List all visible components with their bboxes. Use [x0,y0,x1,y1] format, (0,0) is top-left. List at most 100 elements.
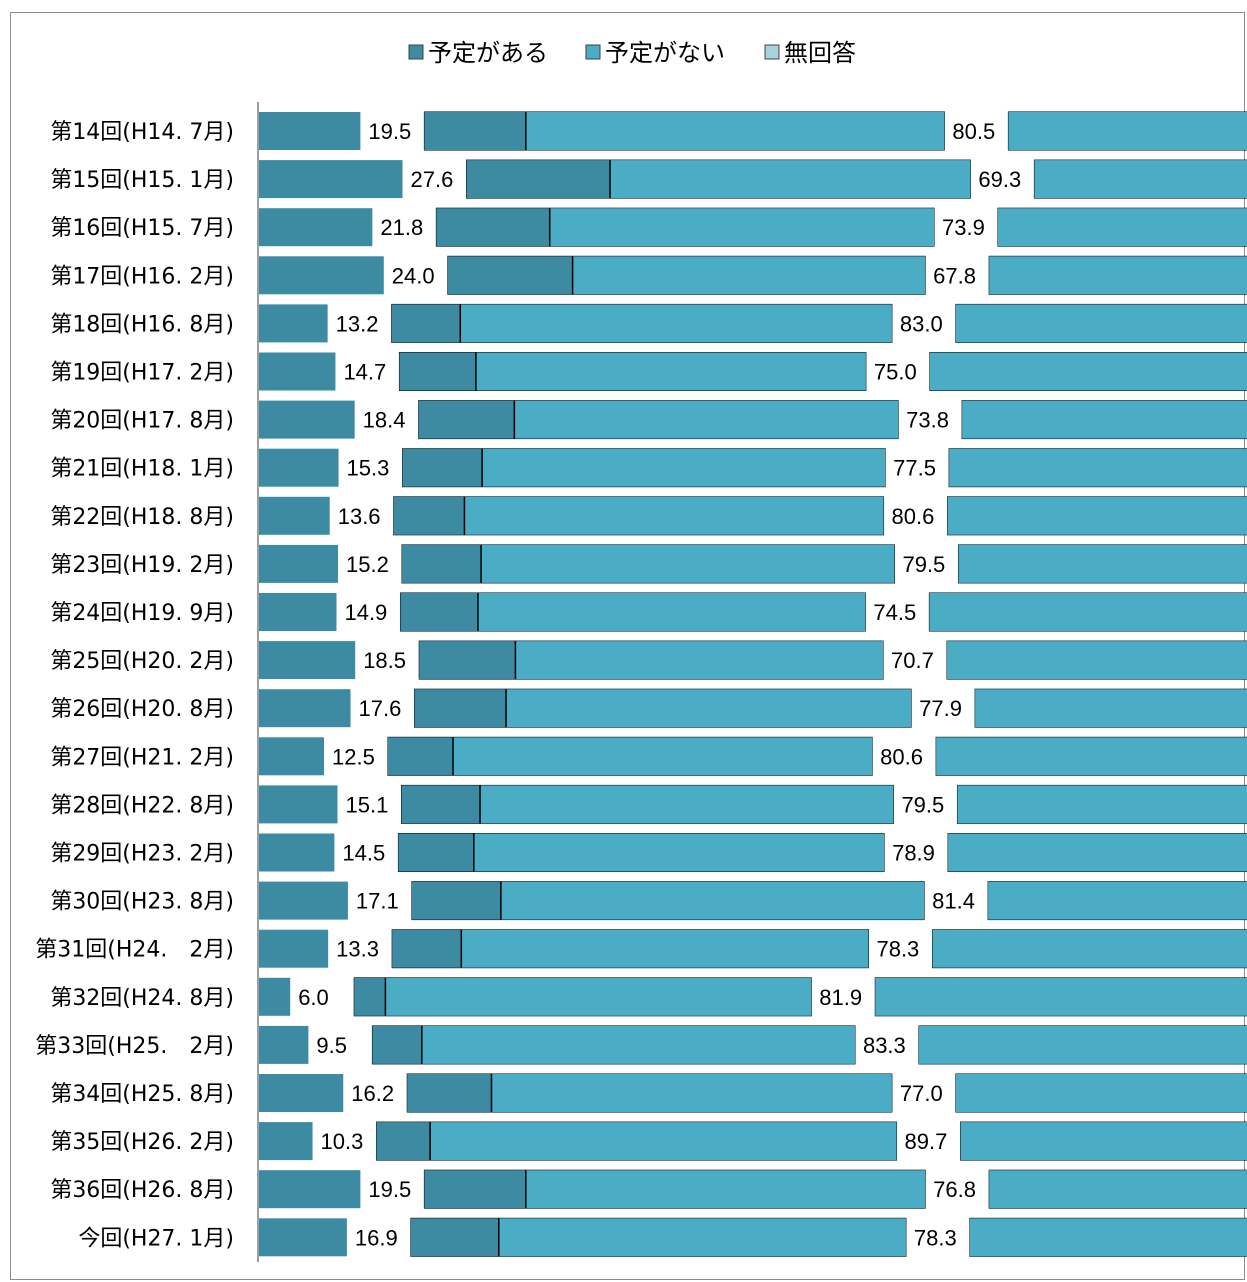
category-label: 第15回(H15. 1月) [50,168,234,193]
bar-row: 14.974.510.6 [259,592,1247,632]
category-label: 第21回(H18. 1月) [50,457,234,482]
category-label: 今回(H27. 1月) [78,1226,234,1251]
bar-segment-yotei-nai [480,785,894,824]
bar-segment-yotei-nai-stacked [918,1025,1247,1064]
value-label-yotei-aru: 13.3 [336,937,379,962]
bar-segment-yotei-nai-stacked [948,833,1247,872]
bar-row: 9.583.37.1 [259,1025,1247,1065]
bar-segment-yotei-nai [482,448,886,487]
legend-item-3: 無回答 [764,39,856,67]
bar-segment-yotei-aru [259,1218,347,1257]
bar-row: 18.570.710.9 [259,640,1247,680]
category-label: 第24回(H19. 9月) [50,601,234,626]
bar-segment-yotei-aru [259,1025,309,1064]
category-label: 第14回(H14. 7月) [50,120,234,145]
bar-segment-yotei-nai-stacked [960,1122,1247,1161]
value-label-yotei-nai: 74.5 [873,600,916,625]
bar-segment-yotei-nai-stacked [932,929,1247,968]
bar-segment-yotei-aru-stacked [399,352,476,391]
bar-segment-yotei-aru-stacked [398,833,474,872]
value-label-yotei-nai: 67.8 [933,263,976,288]
value-label-yotei-nai: 73.8 [906,408,949,433]
bar-segment-yotei-aru [259,1122,313,1161]
value-label-yotei-aru: 18.4 [363,408,406,433]
bar-segment-yotei-aru-stacked [388,737,453,776]
bar-segment-yotei-nai [430,1122,897,1161]
value-label-yotei-nai: 89.7 [905,1129,948,1154]
bar-row: 13.283.03.8 [259,303,1247,343]
bar-segment-yotei-nai [514,400,899,439]
bar-segment-yotei-aru-stacked [392,929,462,968]
bar-segment-yotei-aru-stacked [424,112,526,150]
value-label-yotei-nai: 78.9 [892,841,935,866]
bar-segment-yotei-nai [475,352,866,391]
bar-segment-yotei-nai-stacked [955,304,1247,343]
bar-row: 27.669.33.1 [259,159,1247,199]
bar-segment-yotei-nai [610,160,971,199]
value-label-yotei-aru: 15.3 [347,456,390,481]
bar-segment-yotei-nai [385,977,812,1016]
value-label-yotei-aru: 19.5 [368,1177,411,1202]
value-label-yotei-nai: 75.0 [874,360,917,385]
bar-row: 16.277.06.8 [259,1073,1247,1113]
bar-segment-yotei-aru [259,977,291,1016]
bar-segment-yotei-aru-stacked [419,641,516,680]
bar-segment-yotei-nai [473,833,885,872]
value-label-yotei-aru: 15.1 [346,792,389,817]
bar-segment-yotei-nai [525,112,945,150]
bar-segment-yotei-nai-stacked [962,400,1247,439]
value-label-yotei-nai: 76.8 [933,1177,976,1202]
bar-segment-yotei-nai [464,496,884,535]
value-label-yotei-nai: 81.4 [932,889,975,914]
value-label-yotei-aru: 17.6 [359,696,402,721]
category-label: 第31回(H24. 2月) [35,938,234,963]
bar-segment-yotei-aru-stacked [466,160,611,199]
bar-segment-yotei-aru [259,256,384,295]
bar-row: 15.279.55.4 [259,544,1247,584]
bar-segment-yotei-nai-stacked [975,689,1247,728]
value-label-yotei-aru: 27.6 [411,167,454,192]
bar-segment-yotei-nai-stacked [875,977,1247,1016]
bar-segment-yotei-aru-stacked [447,256,573,295]
legend-label-3: 無回答 [784,39,856,67]
bar-segment-yotei-nai-stacked [949,448,1247,487]
bar-segment-yotei-aru-stacked [424,1170,526,1209]
bar-segment-yotei-aru [259,689,351,728]
bar-segment-yotei-aru [259,112,361,150]
bar-row: 6.081.912.0 [259,977,1247,1017]
value-label-yotei-aru: 21.8 [380,215,423,240]
bar-segment-yotei-aru-stacked [401,785,481,824]
bar-segment-yotei-aru [259,496,330,535]
value-label-yotei-nai: 77.0 [900,1081,943,1106]
category-label: 第20回(H17. 8月) [50,409,234,434]
legend-swatch-3 [764,44,780,60]
bar-segment-yotei-nai-stacked [989,1170,1247,1209]
legend-item-2: 予定がない [585,39,725,67]
category-label: 第16回(H15. 7月) [50,216,234,241]
value-label-yotei-aru: 18.5 [363,648,406,673]
value-label-yotei-aru: 14.5 [342,841,385,866]
bar-segment-yotei-aru-stacked [407,1074,492,1112]
category-label: 第36回(H26. 8月) [50,1178,234,1203]
bar-segment-yotei-aru [259,593,337,631]
bar-row: 13.680.65.8 [259,496,1247,536]
value-label-yotei-nai: 78.3 [876,937,919,962]
value-label-yotei-aru: 10.3 [321,1129,364,1154]
bar-row: 17.181.41.4 [259,881,1247,921]
category-label: 第18回(H16. 8月) [50,312,234,337]
bar-segment-yotei-nai [572,256,926,295]
legend-label-2: 予定がない [605,39,725,67]
bar-segment-yotei-nai [515,641,884,680]
bar-segment-yotei-nai [506,689,912,728]
bar-segment-yotei-nai-stacked [929,352,1247,391]
bar-segment-yotei-nai [500,881,925,920]
value-label-yotei-aru: 12.5 [332,744,375,769]
category-label: 第33回(H25. 2月) [35,1034,234,1059]
bar-segment-yotei-aru [259,641,356,680]
value-label-yotei-nai: 79.5 [902,552,945,577]
value-label-yotei-aru: 16.2 [351,1081,394,1106]
bar-segment-yotei-aru [259,160,403,199]
bar-segment-yotei-aru [259,544,339,583]
bar-segment-yotei-aru-stacked [400,593,478,631]
bar-segment-yotei-aru [259,785,338,824]
